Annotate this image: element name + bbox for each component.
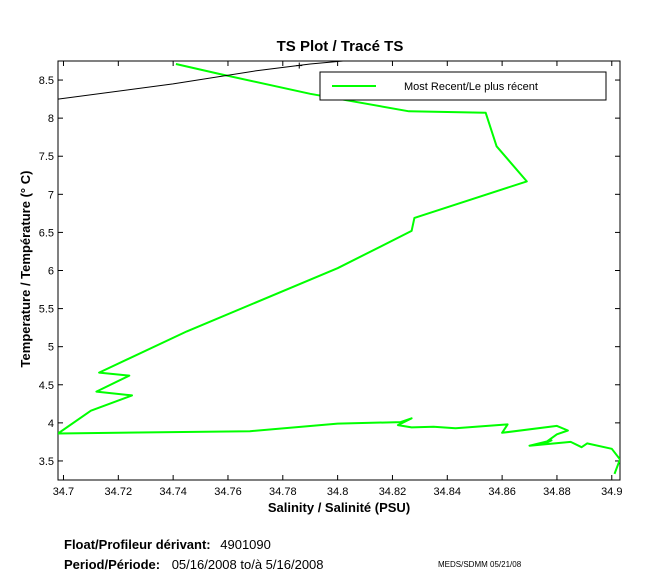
series-line-previous bbox=[58, 61, 344, 100]
y-tick-label: 6 bbox=[48, 266, 54, 278]
x-axis-tick-labels: 34.7 34.72 34.74 34.76 34.78 34.8 34.82 34.84 34… bbox=[53, 486, 623, 498]
x-tick-label: 34.74 bbox=[159, 486, 187, 498]
period-value: 05/16/2008 to/à 5/16/2008 bbox=[171, 557, 324, 572]
y-tick-label: 7 bbox=[48, 189, 54, 201]
y-tick-label: 5 bbox=[48, 342, 54, 354]
credit-text: MEDS/SDMM 05/21/08 bbox=[438, 560, 522, 569]
period-label: Period/Période: bbox=[64, 557, 161, 572]
x-tick-label: 34.7 bbox=[53, 486, 74, 498]
x-tick-label: 34.86 bbox=[488, 486, 516, 498]
x-tick-label: 34.82 bbox=[379, 486, 407, 498]
y-tick-label: 8 bbox=[48, 113, 54, 125]
x-axis-label: Salinity / Salinité (PSU) bbox=[268, 500, 410, 515]
x-tick-label: 34.72 bbox=[105, 486, 133, 498]
float-value: 4901090 bbox=[220, 537, 271, 552]
y-tick-label: 5.5 bbox=[39, 304, 54, 316]
series-lines bbox=[58, 61, 620, 475]
legend: Most Recent/Le plus récent bbox=[319, 71, 607, 101]
y-axis-label: Temperature / Température (° C) bbox=[18, 171, 33, 368]
y-tick-label: 4.5 bbox=[39, 380, 54, 392]
period-info: Period/Période: 05/16/2008 to/à 5/16/200… bbox=[64, 557, 324, 572]
x-tick-label: 34.9 bbox=[601, 486, 622, 498]
float-label: Float/Profileur dérivant: bbox=[64, 537, 211, 552]
legend-label: Most Recent/Le plus récent bbox=[404, 81, 538, 93]
y-tick-label: 8.5 bbox=[39, 75, 54, 87]
y-tick-label: 6.5 bbox=[39, 227, 54, 239]
y-tick-label: 4 bbox=[48, 418, 54, 430]
x-tick-label: 34.78 bbox=[269, 486, 297, 498]
x-tick-label: 34.84 bbox=[434, 486, 462, 498]
y-tick-label: 3.5 bbox=[39, 456, 54, 468]
y-axis-tick-labels: 3.5 4 4.5 5 5.5 6 6.5 7 7.5 8 8.5 bbox=[39, 75, 54, 468]
x-tick-label: 34.8 bbox=[327, 486, 348, 498]
chart-title: TS Plot / Tracé TS bbox=[277, 38, 404, 55]
plot-area bbox=[57, 60, 621, 481]
float-info: Float/Profileur dérivant: 4901090 bbox=[64, 537, 271, 552]
x-tick-label: 34.76 bbox=[214, 486, 242, 498]
series-line-most-recent bbox=[58, 63, 620, 475]
y-tick-label: 7.5 bbox=[39, 151, 54, 163]
x-tick-label: 34.88 bbox=[543, 486, 571, 498]
